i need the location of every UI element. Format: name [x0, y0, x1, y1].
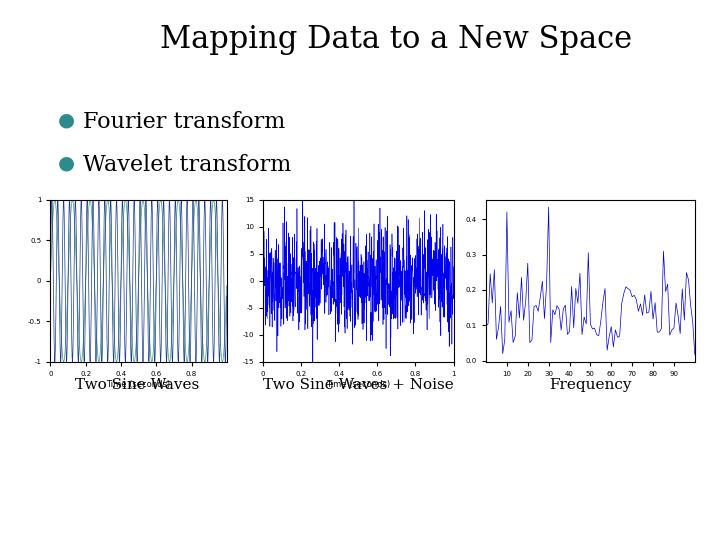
Text: Frequency: Frequency [549, 378, 631, 392]
X-axis label: Time (seconds): Time (seconds) [107, 380, 171, 389]
Text: ●: ● [58, 111, 75, 130]
Text: Two Sine Waves + Noise: Two Sine Waves + Noise [264, 378, 454, 392]
X-axis label: Time (seconds): Time (seconds) [326, 380, 390, 389]
Text: Wavelet transform: Wavelet transform [83, 154, 291, 176]
Text: ●: ● [58, 154, 75, 173]
Text: Two Sine Waves: Two Sine Waves [75, 378, 199, 392]
Text: Fourier transform: Fourier transform [83, 111, 285, 133]
Text: Mapping Data to a New Space: Mapping Data to a New Space [160, 24, 632, 55]
